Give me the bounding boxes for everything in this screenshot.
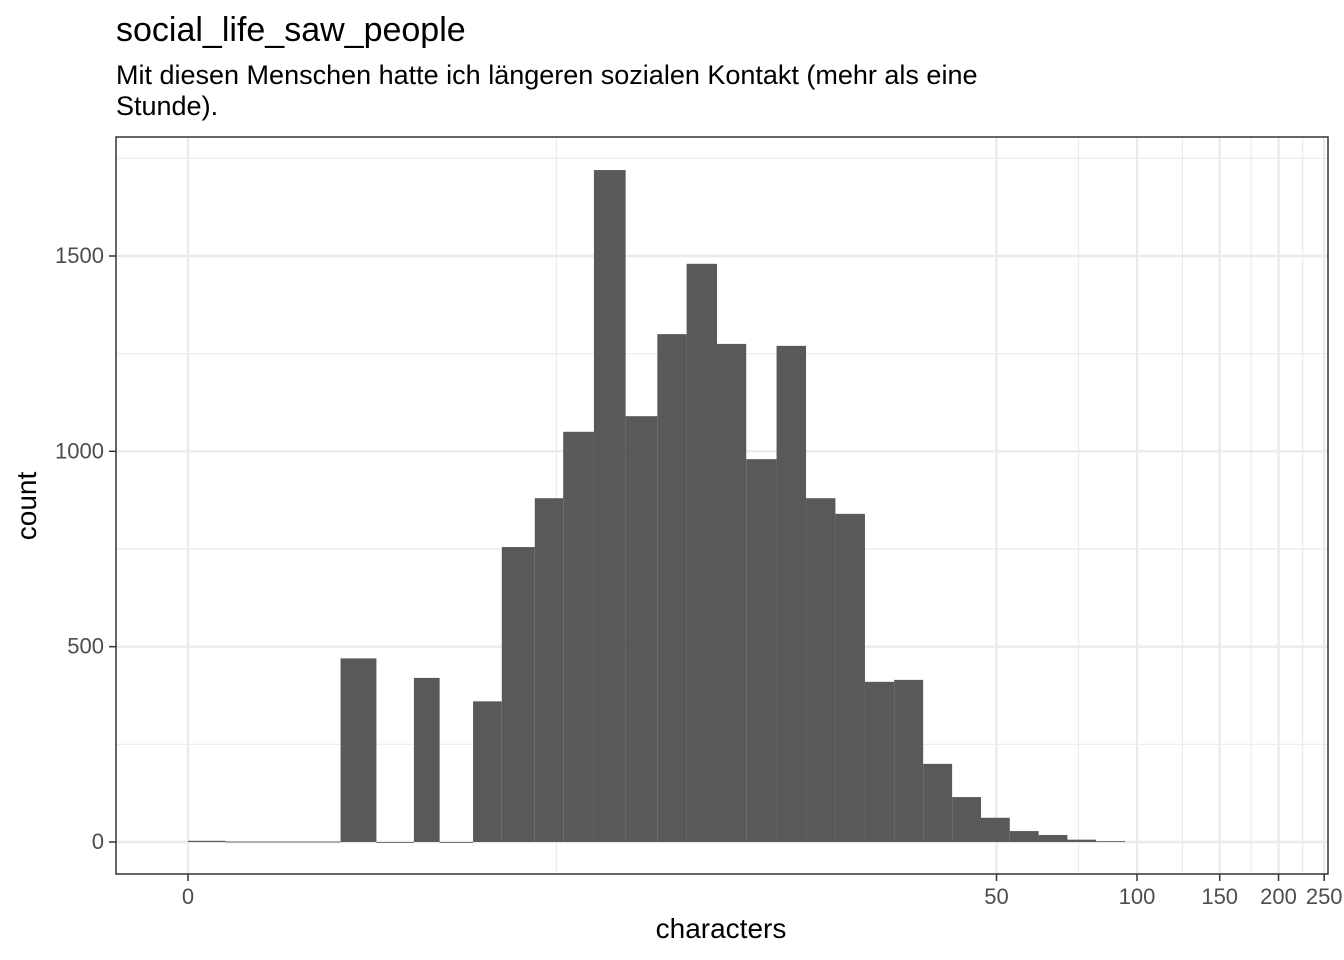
y-axis-title: count xyxy=(11,472,42,541)
histogram-bar-22 xyxy=(894,679,924,842)
histogram-bar-9 xyxy=(501,547,535,842)
x-tick-label: 250 xyxy=(1306,884,1343,909)
histogram-bar-17 xyxy=(746,459,777,842)
x-axis-title: characters xyxy=(656,913,787,944)
histogram-bar-23 xyxy=(923,763,953,842)
chart-subtitle-line-2: Stunde). xyxy=(116,91,218,121)
histogram-bar-25 xyxy=(981,817,1010,842)
histogram-bar-4 xyxy=(340,658,377,842)
histogram-bar-21 xyxy=(864,681,895,842)
histogram-bar-1 xyxy=(225,841,272,843)
histogram-bar-20 xyxy=(835,513,865,842)
histogram-bar-8 xyxy=(473,701,502,842)
histogram-bar-7 xyxy=(439,842,474,843)
histogram-bar-12 xyxy=(593,170,626,842)
y-tick-label: 500 xyxy=(67,634,104,659)
chart-subtitle-line-1: Mit diesen Menschen hatte ich längeren s… xyxy=(116,60,977,90)
y-tick-label: 0 xyxy=(92,829,104,854)
histogram-bar-2 xyxy=(271,841,309,843)
panel-border xyxy=(115,136,1329,875)
histogram-bar-3 xyxy=(308,841,341,843)
histogram-bar-16 xyxy=(717,343,747,842)
histogram-bar-27 xyxy=(1038,834,1068,842)
histogram-bar-6 xyxy=(413,677,440,842)
histogram-bar-14 xyxy=(657,334,687,842)
histogram-bar-29 xyxy=(1096,841,1126,843)
y-tick-label: 1500 xyxy=(55,243,104,268)
histogram-bar-19 xyxy=(806,498,836,842)
x-tick-label: 0 xyxy=(182,884,194,909)
histogram-bar-10 xyxy=(534,498,564,842)
histogram-bar-11 xyxy=(563,431,594,842)
histogram-bar-15 xyxy=(686,263,718,842)
x-tick-label: 100 xyxy=(1119,884,1156,909)
histogram-bar-13 xyxy=(625,416,658,842)
x-tick-label: 200 xyxy=(1260,884,1297,909)
histogram-bar-24 xyxy=(952,797,982,842)
histogram-bar-28 xyxy=(1067,839,1097,842)
histogram-bar-18 xyxy=(776,345,807,842)
x-tick-label: 50 xyxy=(984,884,1008,909)
y-tick-label: 1000 xyxy=(55,438,104,463)
x-axis: 0 50 100 150 200 250 xyxy=(182,874,1343,909)
histogram-bar-26 xyxy=(1009,831,1039,842)
histogram-bars xyxy=(188,170,1126,843)
y-axis: 0 500 1000 1500 xyxy=(55,243,116,854)
histogram-bar-0 xyxy=(188,840,226,842)
grid-major xyxy=(116,137,1328,874)
x-tick-label: 150 xyxy=(1201,884,1238,909)
histogram-bar-5 xyxy=(376,842,414,843)
chart-title: social_life_saw_people xyxy=(116,11,466,49)
